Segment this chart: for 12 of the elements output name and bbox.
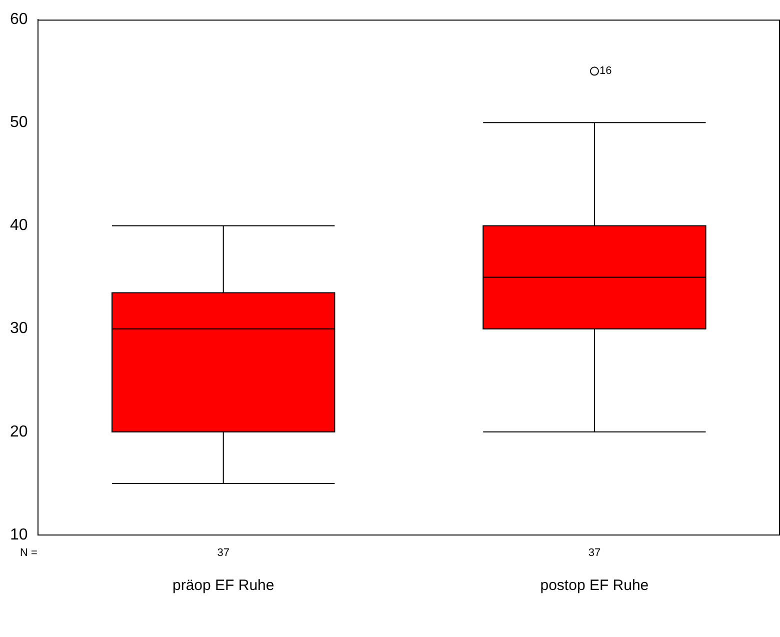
y-tick-label: 20 — [10, 423, 28, 440]
y-tick-label: 40 — [10, 217, 28, 234]
y-tick-label: 30 — [10, 320, 28, 338]
x-tick-label: präop EF Ruhe — [172, 577, 274, 594]
text: 37 — [217, 547, 230, 560]
x-tick-label: postop EF Ruhe — [540, 577, 649, 594]
y-tick-label: 60 — [10, 11, 28, 28]
annotation: 16 — [599, 65, 612, 78]
y-tick-label: 50 — [10, 114, 28, 132]
text: 37 — [588, 547, 601, 560]
text: N = — [20, 547, 38, 560]
y-tick-label: 10 — [10, 526, 28, 544]
